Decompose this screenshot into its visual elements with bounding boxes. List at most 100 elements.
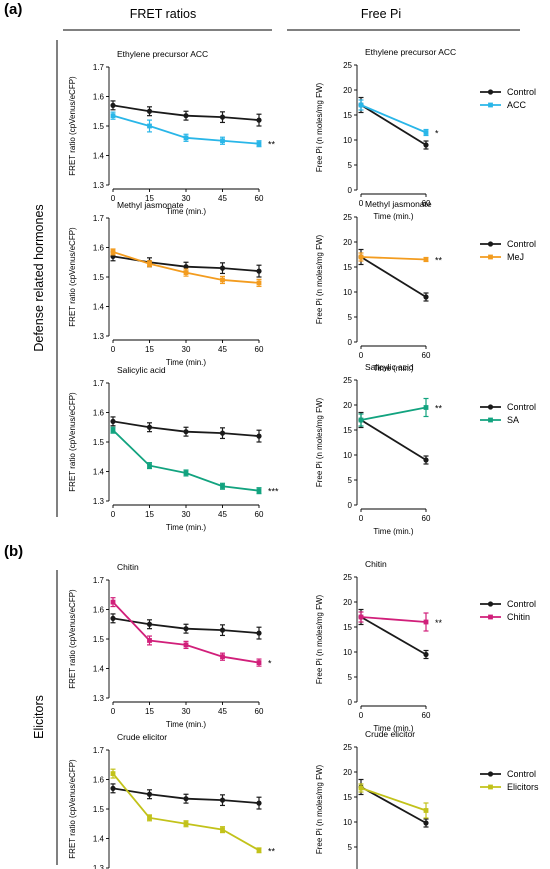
data-point [110,615,116,621]
data-point [183,113,189,119]
y-tick-label: 1.7 [93,576,105,585]
data-point [183,264,189,270]
legend-marker [487,601,494,607]
series-line [360,256,427,298]
series-chitin [358,611,429,632]
legend-marker [488,102,493,108]
legend-marker [487,89,494,95]
data-point [256,847,262,853]
y-tick-label: 10 [343,136,352,145]
legend-label: Control [507,402,536,412]
data-point [423,405,429,410]
y-tick-label: 5 [348,161,353,170]
data-point [220,483,225,489]
data-point [256,800,262,806]
data-point [423,808,429,813]
series-line [360,406,427,421]
data-point [183,470,189,476]
data-point [146,621,153,627]
series-mej [110,248,262,288]
chart-title: Salicylic acid [117,365,166,375]
y-tick-label: 5 [348,476,353,485]
chart-pi-acc: Ethylene precursor ACC 0 5 10 15 20 25 0 60 Time … [315,47,536,221]
legend-label: Elicitors [507,782,539,792]
series-control [358,778,429,828]
chart-title: Crude elicitor [117,732,167,742]
legend: Control Chitin [480,599,536,622]
data-point [147,815,152,821]
x-tick-label: 15 [145,510,154,519]
y-axis-label: Free Pi (n moles/mg FW) [315,82,324,172]
data-point [423,820,429,826]
x-tick-label: 60 [422,711,431,720]
data-point [358,102,364,108]
x-axis-label: Time (min.) [373,364,413,373]
y-tick-label: 1.6 [93,409,105,418]
significance-mark: ** [435,618,443,628]
x-tick-label: 15 [145,194,154,203]
chart-title: Methyl jasmonate [365,199,432,209]
y-tick-label: 10 [343,288,352,297]
chart-fret-crude: Crude elicitor1.31.41.51.61.7015304560Ti… [68,732,276,869]
data-point [423,257,429,262]
y-tick-label: 1.4 [93,152,105,161]
data-point [183,796,189,802]
chart-fret-chitin: Chitin 1.3 1.4 1.5 1.6 1.7 0 15 30 45 60 Time (min.… [68,562,272,729]
chart-grid: Ethylene precursor ACC 1.3 1.4 1.5 1.6 1.7 0 15… [68,47,539,869]
data-point [146,791,153,797]
legend-label: Control [507,599,536,609]
x-tick-label: 45 [218,345,227,354]
data-point [110,418,116,424]
x-tick-label: 0 [111,345,116,354]
y-axis-label: FRET ratio (cpVenus/eCFP) [68,76,77,176]
fret-column-header: FRET ratios [130,7,196,21]
data-point [147,463,152,468]
legend-label: Control [507,87,536,97]
y-tick-label: 25 [343,376,352,385]
series-elicitors [358,783,429,819]
series-control [110,416,262,443]
y-tick-label: 10 [343,451,352,460]
x-axis-label: Time (min.) [166,523,206,532]
data-point [219,265,226,271]
y-tick-label: 1.6 [93,244,105,253]
chart-title: Ethylene precursor ACC [365,47,456,57]
y-tick-label: 1.4 [93,303,105,312]
x-axis-label: Time (min.) [166,207,206,216]
series-chitin [110,597,262,667]
data-point [256,660,262,665]
x-tick-label: 60 [255,194,264,203]
legend: Control ACC [480,87,536,110]
chart-title: Salicylic acid [365,362,414,372]
data-point [146,424,153,430]
chart-pi-crude: Crude elicitor0510152025060Time (min.)Fr… [315,729,539,869]
y-axis-label: Free Pi (n moles/mg FW) [315,234,324,324]
x-axis-label: Time (min.) [166,358,206,367]
y-tick-label: 15 [343,623,352,632]
x-axis-label: Time (min.) [373,724,413,733]
data-point [220,138,225,144]
y-axis-label: Free Pi (n moles/mg FW) [315,397,324,487]
series-sa [110,426,262,495]
x-tick-label: 60 [422,199,431,208]
x-tick-label: 60 [255,510,264,519]
significance-mark: * [268,659,272,669]
series-elicitors [110,768,262,854]
data-point [110,113,116,119]
data-point [423,294,429,300]
y-tick-label: 1.6 [93,606,105,615]
y-tick-label: 20 [343,401,352,410]
data-point [423,457,429,463]
legend-label: SA [507,415,519,425]
significance-mark: ** [268,140,276,150]
data-point [110,599,116,605]
y-axis-label: FRET ratio (cpVenus/eCFP) [68,759,77,859]
data-point [358,785,364,791]
legend-marker [488,254,493,260]
series-control [358,96,429,150]
y-tick-label: 25 [343,743,352,752]
series-acc [110,111,262,148]
data-point [220,277,225,283]
